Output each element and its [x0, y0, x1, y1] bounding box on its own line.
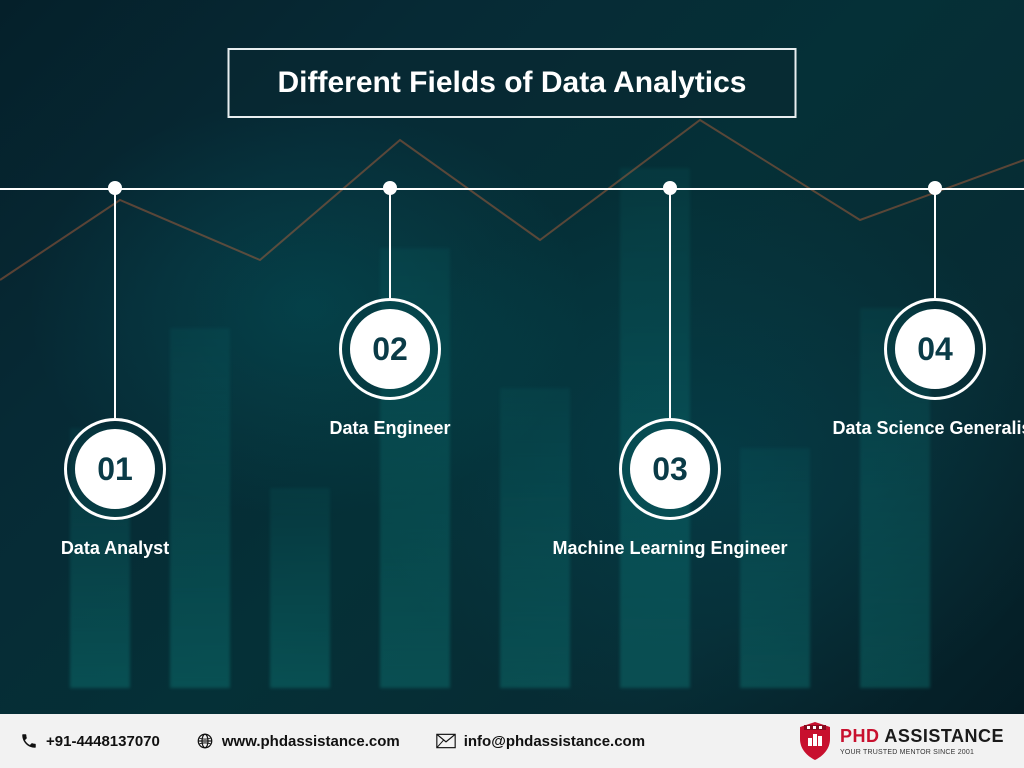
- connector-line: [114, 188, 116, 418]
- brand-name: PHD ASSISTANCE: [840, 727, 1004, 746]
- contact-website: www.phdassistance.com: [196, 732, 400, 750]
- phone-icon: [20, 732, 38, 750]
- number-circle: 03: [619, 418, 721, 520]
- circle-inner: 03: [630, 429, 710, 509]
- item-number: 02: [372, 331, 408, 368]
- item-label: Machine Learning Engineer: [552, 538, 787, 559]
- item-number: 04: [917, 331, 953, 368]
- timeline-line: [0, 188, 1024, 190]
- connector-line: [934, 188, 936, 298]
- website-text: www.phdassistance.com: [222, 733, 400, 750]
- circle-inner: 01: [75, 429, 155, 509]
- contact-phone: +91-4448137070: [20, 732, 160, 750]
- item-number: 03: [652, 451, 688, 488]
- circle-ring: 03: [619, 418, 721, 520]
- circle-inner: 04: [895, 309, 975, 389]
- connector-line: [669, 188, 671, 418]
- circle-inner: 02: [350, 309, 430, 389]
- contact-email: info@phdassistance.com: [436, 733, 645, 750]
- globe-icon: [196, 732, 214, 750]
- item-label: Data Analyst: [61, 538, 169, 559]
- number-circle: 01: [64, 418, 166, 520]
- item-number: 01: [97, 451, 133, 488]
- infographic-canvas: Different Fields of Data Analytics 01 Dat…: [0, 0, 1024, 768]
- brand-logo: PHD ASSISTANCE YOUR TRUSTED MENTOR SINCE…: [798, 721, 1004, 761]
- footer-bar: +91-4448137070 www.phdassistance.com inf…: [0, 714, 1024, 768]
- circle-ring: 01: [64, 418, 166, 520]
- item-label: Data Engineer: [329, 418, 450, 439]
- brand-text: PHD ASSISTANCE YOUR TRUSTED MENTOR SINCE…: [840, 727, 1004, 756]
- title-box: Different Fields of Data Analytics: [228, 48, 797, 118]
- circle-ring: 04: [884, 298, 986, 400]
- connector-line: [389, 188, 391, 298]
- shield-icon: [798, 721, 832, 761]
- page-title: Different Fields of Data Analytics: [278, 66, 747, 100]
- circle-ring: 02: [339, 298, 441, 400]
- email-text: info@phdassistance.com: [464, 733, 645, 750]
- phone-text: +91-4448137070: [46, 733, 160, 750]
- number-circle: 04: [884, 298, 986, 400]
- item-label: Data Science Generalist: [832, 418, 1024, 439]
- mail-icon: [436, 733, 456, 749]
- brand-tagline: YOUR TRUSTED MENTOR SINCE 2001: [840, 749, 1004, 756]
- number-circle: 02: [339, 298, 441, 400]
